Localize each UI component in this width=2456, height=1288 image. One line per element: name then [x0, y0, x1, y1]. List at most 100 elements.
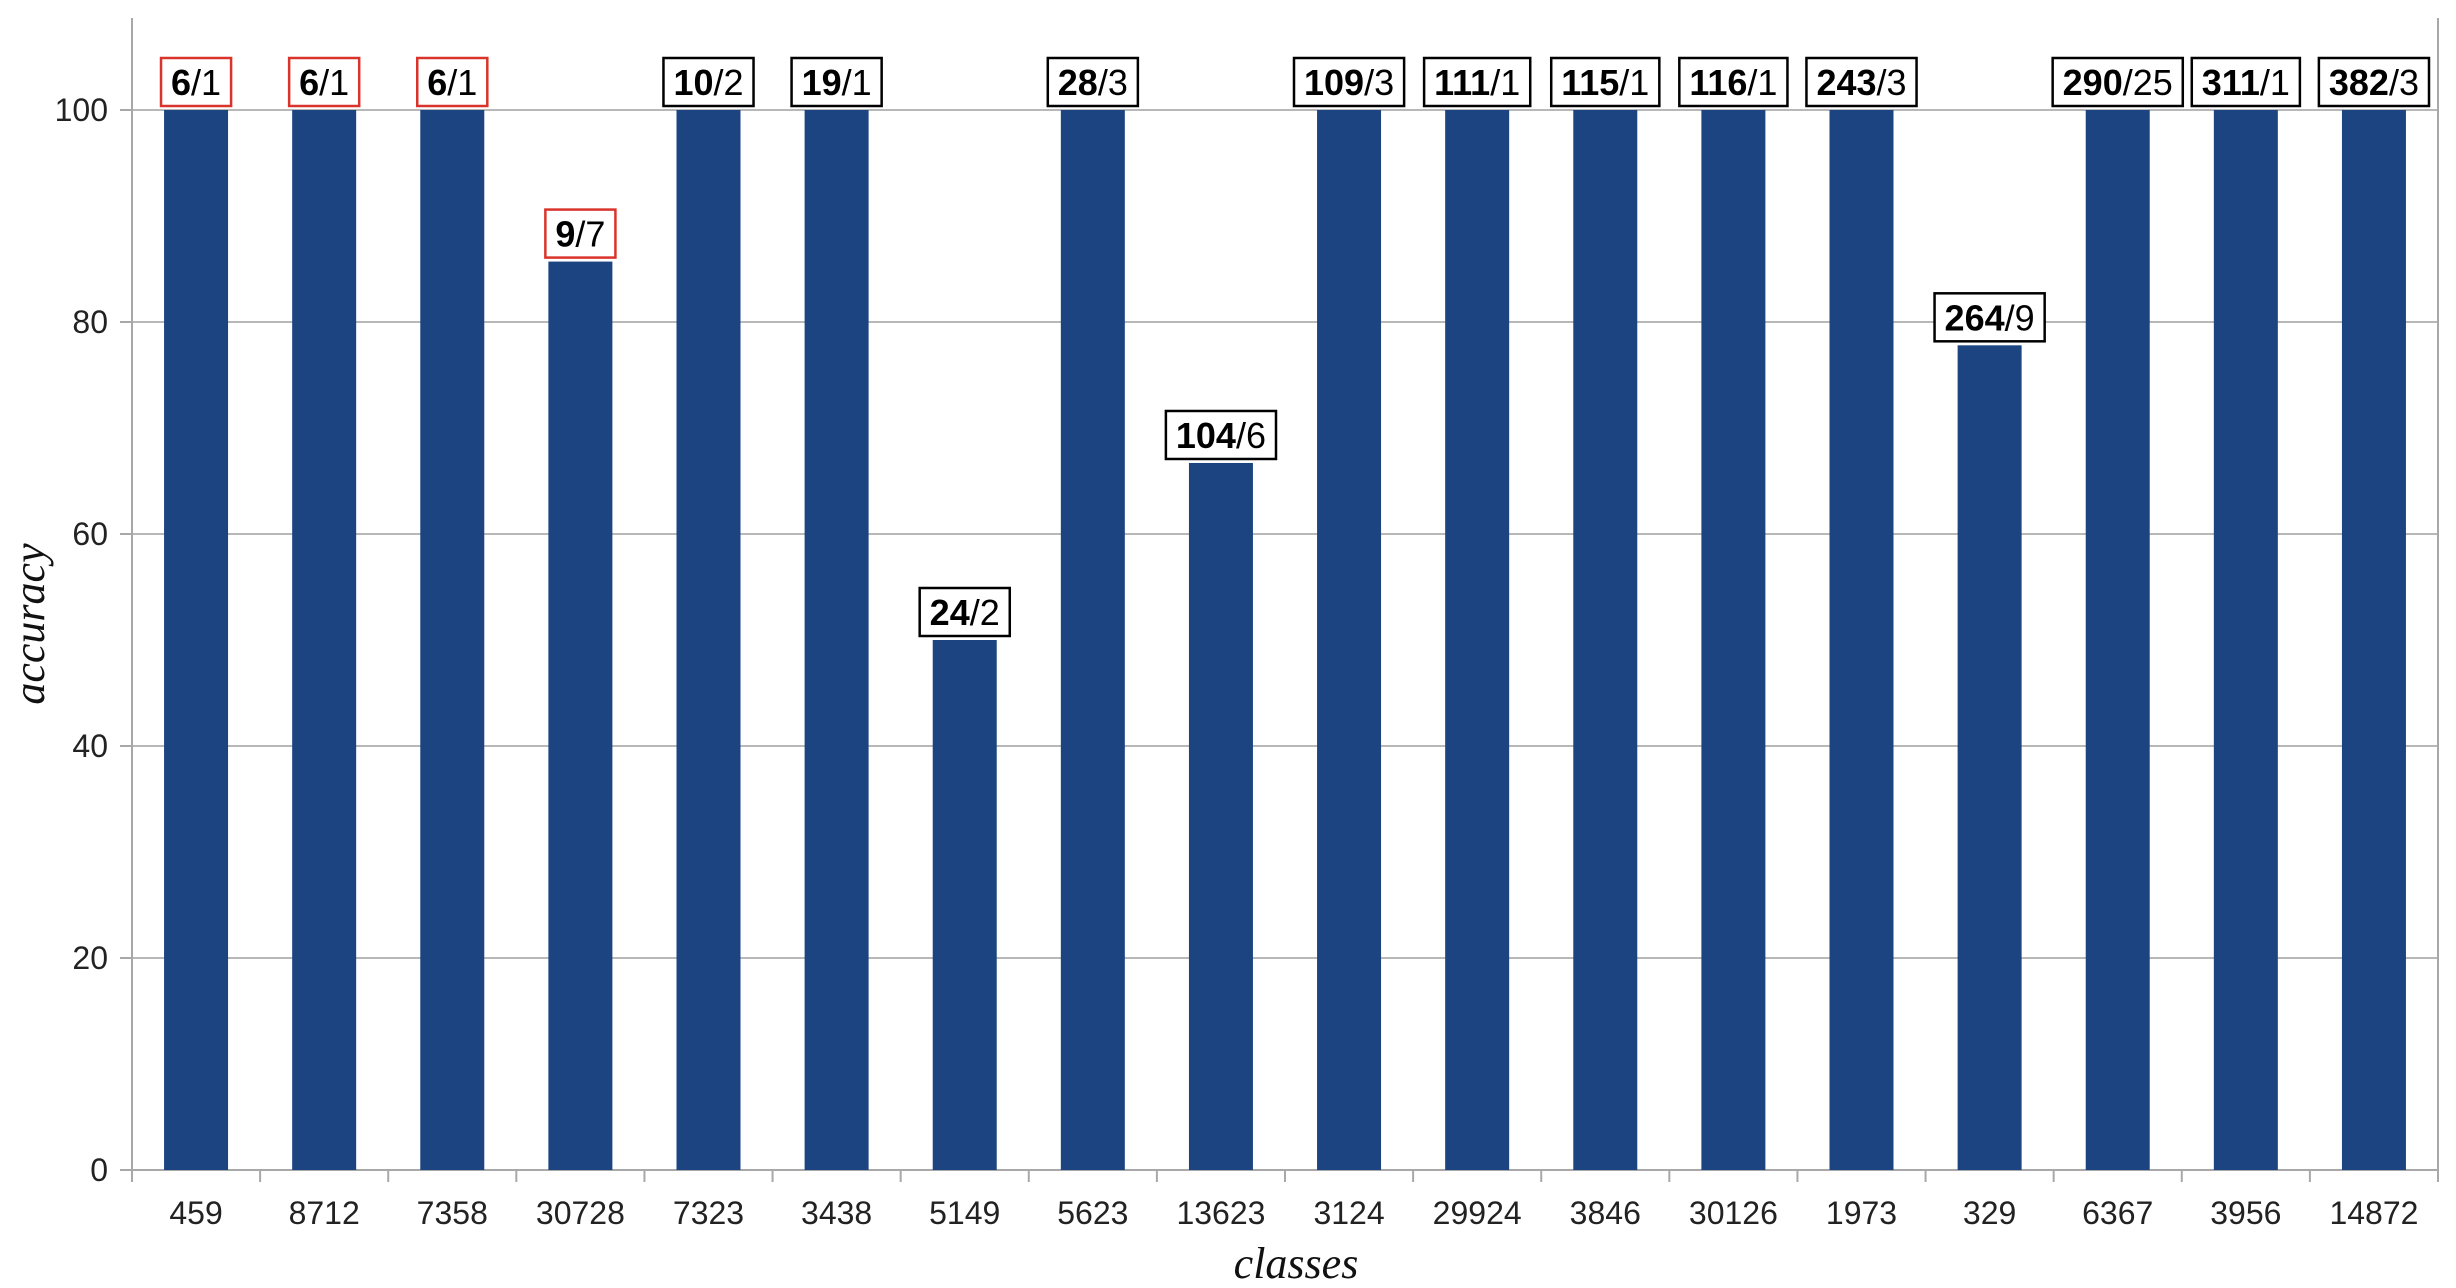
annotation-box [1292, 56, 1406, 108]
annotation-1973: 243/3 [1805, 56, 1918, 108]
annotation-total: /6 [1236, 415, 1266, 456]
x-tick-label: 7358 [417, 1195, 488, 1231]
annotation-total: /1 [319, 62, 349, 103]
annotation-count: 104 [1176, 415, 1236, 456]
annotation-459: 6/1 [159, 56, 233, 108]
y-tick-label: 100 [55, 92, 108, 128]
annotation-box [2051, 56, 2185, 108]
annotation-count: 9 [555, 214, 575, 255]
annotation-box [1164, 409, 1278, 461]
annotation-box [1805, 56, 1918, 108]
annotation-total: /1 [1490, 62, 1520, 103]
annotation-box [287, 56, 361, 108]
annotation-label: 19/1 [802, 62, 872, 103]
annotation-count: 19 [802, 62, 842, 103]
annotation-6367: 290/25 [2051, 56, 2185, 108]
bar-8712 [292, 110, 357, 1170]
bar-30126 [1701, 110, 1766, 1170]
annotation-count: 116 [1689, 62, 1747, 103]
annotation-box [544, 208, 617, 259]
annotation-label: 264/9 [1945, 297, 2035, 338]
x-tick-label: 6367 [2082, 1195, 2153, 1231]
annotation-total: /3 [1098, 62, 1128, 103]
y-tick-labels: 0 20 40 60 80 100 [55, 92, 108, 1188]
annotation-count: 264 [1945, 297, 2005, 338]
bar-7358 [420, 110, 485, 1170]
bar-14872 [2341, 110, 2406, 1170]
annotation-total: /7 [575, 214, 605, 255]
bar-29924 [1445, 110, 1510, 1170]
bar-5149 [932, 640, 997, 1170]
annotation-3846: 115/1 [1549, 56, 1661, 108]
annotation-total: /3 [1364, 62, 1394, 103]
x-tick-labels: 459 8712 7358 30728 7323 3438 5149 5623 13623 312… [169, 1195, 2418, 1231]
y-axis-title: accuracy [5, 543, 54, 705]
x-tick-label: 3438 [801, 1195, 872, 1231]
bar-3124 [1317, 110, 1382, 1170]
annotation-total: /1 [842, 62, 872, 103]
annotation-total: /3 [2389, 62, 2419, 103]
y-tick-label: 20 [72, 940, 108, 976]
y-tick-label: 0 [90, 1152, 108, 1188]
annotation-box [2190, 56, 2302, 108]
annotation-14872: 382/3 [2317, 56, 2431, 108]
annotation-8712: 6/1 [287, 56, 361, 108]
annotation-3438: 19/1 [790, 56, 883, 108]
annotation-total: /1 [1619, 62, 1649, 103]
annotation-label: 111/1 [1434, 62, 1520, 103]
annotation-box [1046, 56, 1140, 108]
x-tick-label: 13623 [1176, 1195, 1265, 1231]
x-axis-title: classes [1234, 1239, 1359, 1288]
annotation-count: 6 [427, 62, 447, 103]
annotation-box [2317, 56, 2431, 108]
bars [164, 110, 2406, 1171]
annotation-30728: 9/7 [544, 208, 617, 259]
annotation-count: 6 [171, 62, 191, 103]
annotation-count: 243 [1816, 62, 1876, 103]
x-tick-label: 1973 [1826, 1195, 1897, 1231]
annotation-box [159, 56, 233, 108]
annotation-7323: 10/2 [662, 56, 755, 108]
annotation-label: 9/7 [555, 214, 605, 255]
annotation-count: 115 [1561, 62, 1619, 103]
x-tick-label: 5623 [1057, 1195, 1128, 1231]
y-tick-label: 40 [72, 728, 108, 764]
x-tick-label: 5149 [929, 1195, 1000, 1231]
bar-6367 [2085, 110, 2150, 1170]
annotation-box [415, 56, 489, 108]
annotation-label: 24/2 [930, 592, 1000, 633]
annotation-total: /2 [714, 62, 744, 103]
annotation-5623: 28/3 [1046, 56, 1140, 108]
bar-5623 [1060, 110, 1125, 1170]
y-tick-label: 80 [72, 304, 108, 340]
annotation-box [662, 56, 755, 108]
annotation-box [790, 56, 883, 108]
annotation-count: 109 [1304, 62, 1364, 103]
annotation-label: 28/3 [1058, 62, 1128, 103]
bar-7323 [676, 110, 741, 1170]
annotation-count: 6 [299, 62, 319, 103]
annotation-total: /1 [2260, 62, 2290, 103]
annotation-count: 10 [673, 62, 713, 103]
annotation-total: /1 [447, 62, 477, 103]
annotation-box [1678, 56, 1789, 108]
annotation-3956: 311/1 [2190, 56, 2302, 108]
bar-13623 [1188, 462, 1253, 1171]
annotation-label: 115/1 [1561, 62, 1649, 103]
bar-1973 [1829, 110, 1894, 1170]
annotation-count: 24 [930, 592, 970, 633]
bar-3846 [1573, 110, 1638, 1170]
annotation-count: 111 [1434, 62, 1490, 103]
annotation-total: /2 [970, 592, 1000, 633]
x-tick-label: 30728 [536, 1195, 625, 1231]
annotation-329: 264/9 [1933, 292, 2046, 343]
x-tick-label: 459 [169, 1195, 222, 1231]
annotation-count: 28 [1058, 62, 1098, 103]
annotation-total: /3 [1877, 62, 1907, 103]
bar-30728 [548, 261, 613, 1171]
annotation-29924: 111/1 [1422, 56, 1532, 108]
x-tick-label: 7323 [673, 1195, 744, 1231]
